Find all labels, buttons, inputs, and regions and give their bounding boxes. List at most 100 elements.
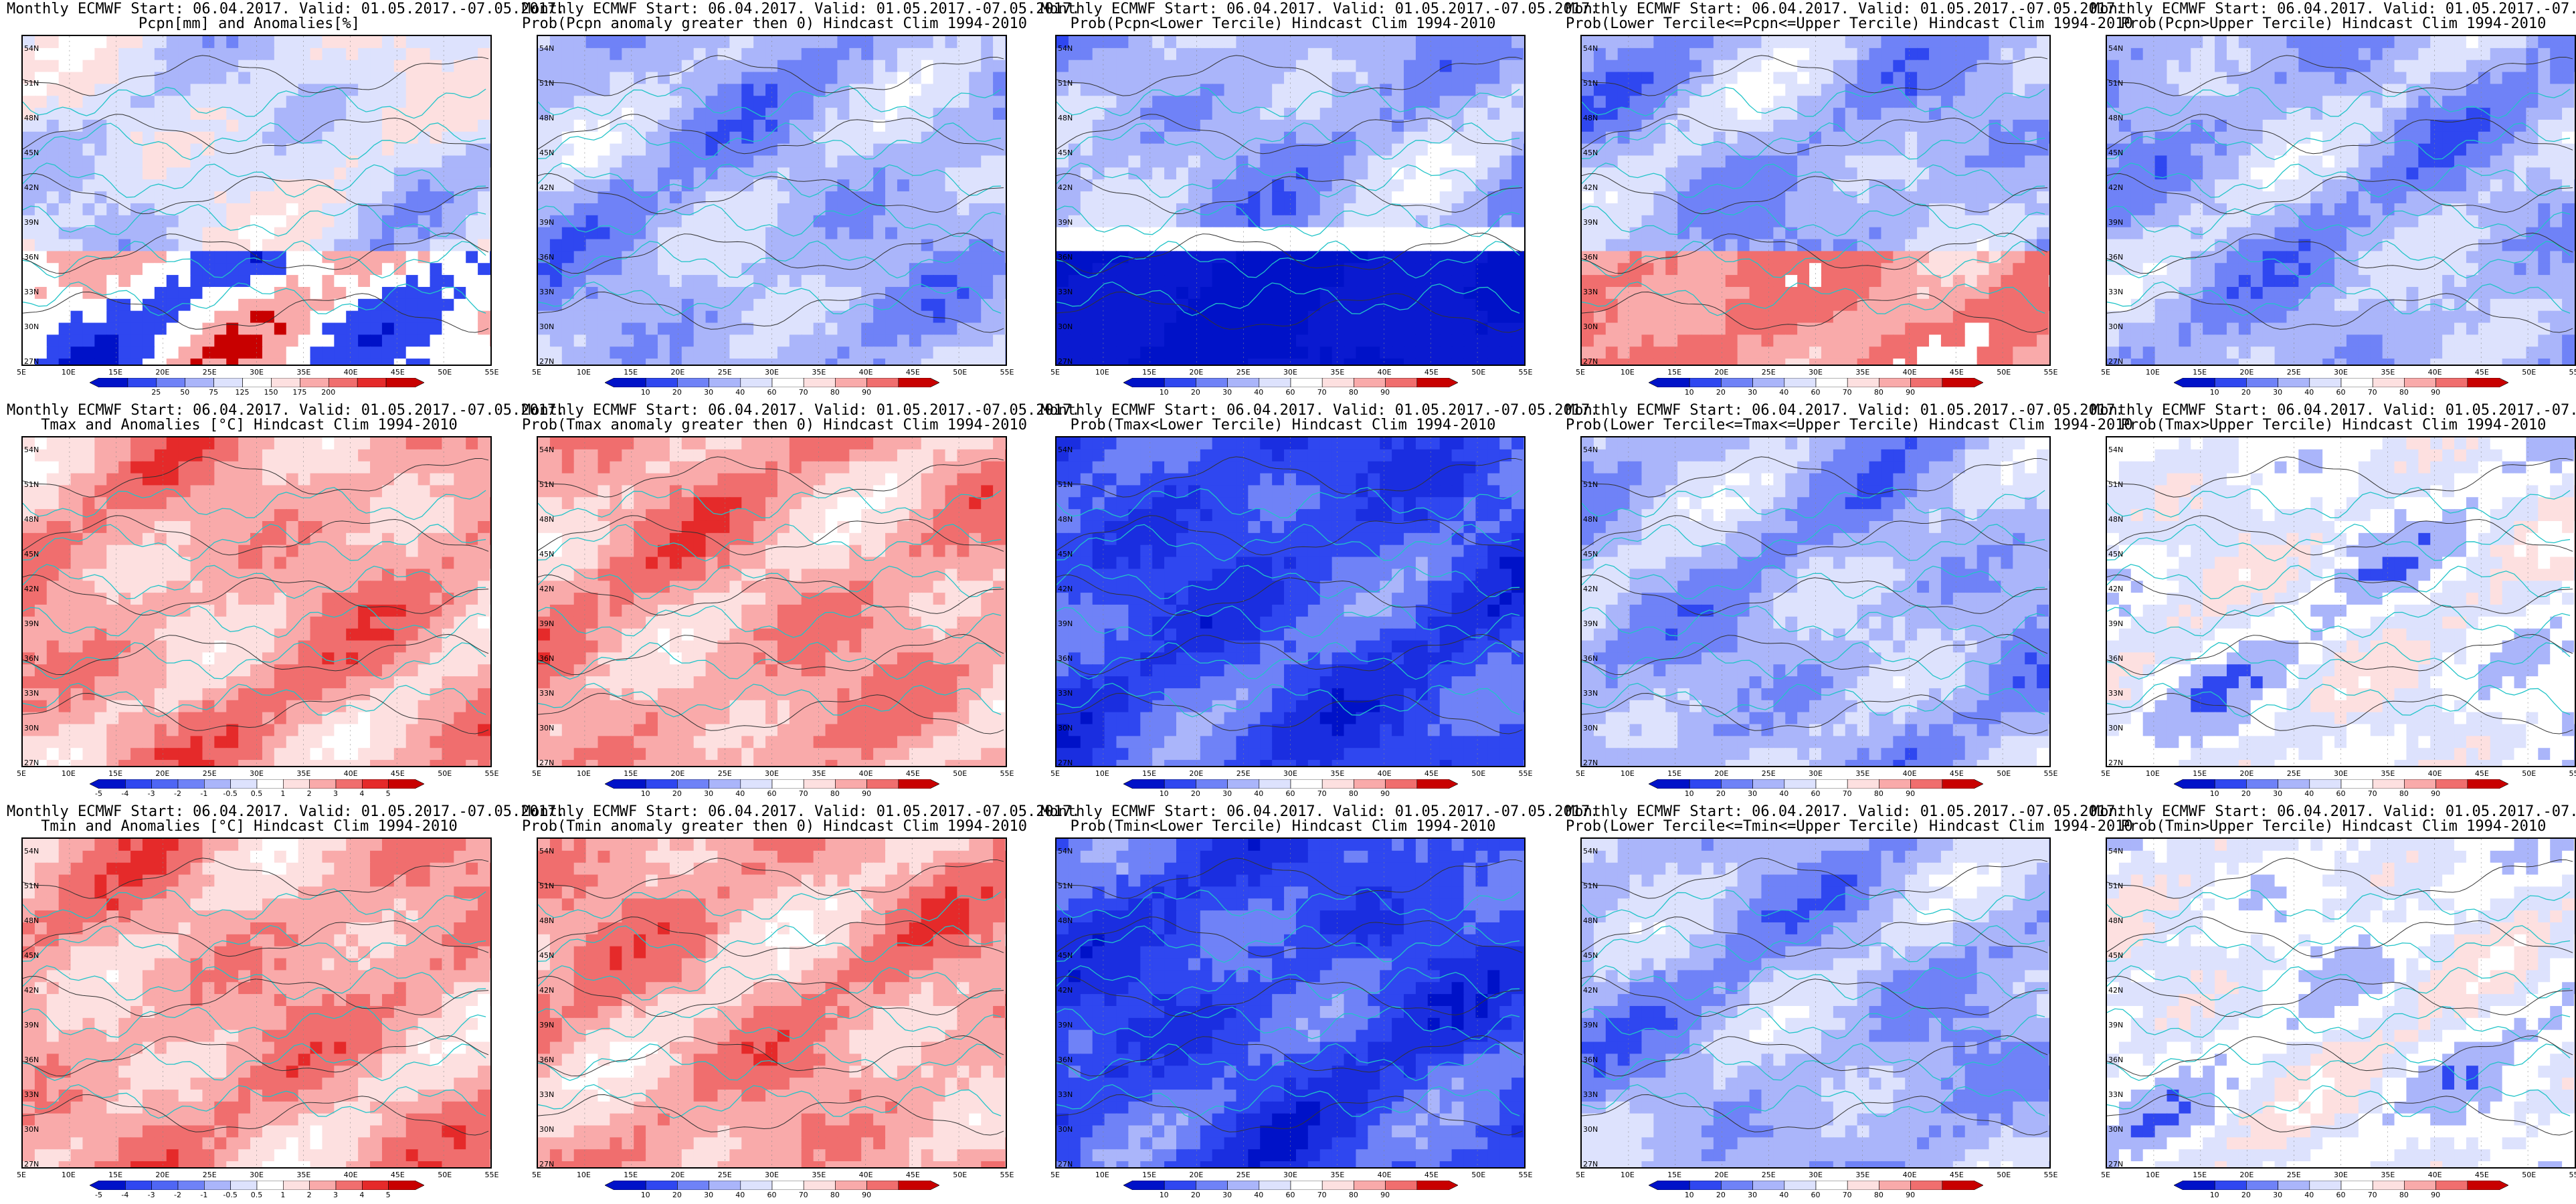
colorbar-tick-label: 80 — [1348, 789, 1358, 798]
colorbar-swatch — [834, 779, 867, 789]
latitude-label: 27N — [24, 759, 39, 767]
forecast-panel: Monthly ECMWF Start: 06.04.2017. Valid: … — [2091, 401, 2576, 803]
longitude-label: 40E — [343, 1171, 358, 1179]
colorbar-tick-label: 20 — [1716, 789, 1726, 798]
longitude-label: 5E — [1576, 769, 1585, 778]
colorbar-swatch — [645, 378, 678, 387]
colorbar-tick-label: 20 — [2241, 789, 2251, 798]
colorbar-tick-label: 10 — [1684, 1191, 1694, 1199]
colorbar: -5 -4 -3 -2 -1 -0.5 0.5 1 2 3 4 5 — [89, 779, 424, 798]
latitude-label: 42N — [1583, 585, 1598, 593]
colorbar-swatch — [645, 779, 678, 789]
longitude-label: 30E — [250, 368, 264, 377]
colorbar-tick-label: 60 — [767, 1191, 777, 1199]
colorbar-tick-label: 30 — [2273, 388, 2283, 397]
colorbar-tick-label: 30 — [1222, 1191, 1232, 1199]
colorbar-tick-label: 30 — [704, 789, 714, 798]
longitude-label: 20E — [2239, 1171, 2254, 1179]
latitude-label: 33N — [1058, 689, 1073, 698]
latitude-label: 51N — [2108, 882, 2124, 890]
longitude-label: 35E — [1330, 1171, 1345, 1179]
latitude-label: 45N — [539, 148, 555, 157]
longitude-label: 5E — [2101, 769, 2110, 778]
longitude-label: 55E — [1518, 368, 1533, 377]
colorbar-tick-label: 20 — [672, 388, 682, 397]
longitude-label: 50E — [2522, 769, 2537, 778]
latitude-label: 30N — [1058, 322, 1073, 331]
longitude-label: 15E — [1142, 368, 1157, 377]
colorbar-tick-label: 80 — [830, 388, 840, 397]
colorbar-swatch — [1416, 779, 1458, 789]
forecast-panel: Monthly ECMWF Start: 06.04.2017. Valid: … — [7, 803, 565, 1204]
latitude-label: 27N — [539, 357, 555, 366]
colorbar-swatch — [834, 378, 867, 387]
colorbar-tick-label: 2 — [306, 789, 312, 798]
colorbar-swatch — [740, 1181, 772, 1190]
colorbar-tick-label: 50 — [180, 388, 190, 397]
longitude-label: 10E — [61, 769, 76, 778]
colorbar-swatch — [229, 1181, 257, 1190]
latitude-label: 33N — [1058, 1090, 1073, 1099]
colorbar-swatch — [771, 1181, 804, 1190]
latitude-label: 51N — [539, 882, 555, 890]
colorbar-tick-label: 10 — [2209, 1191, 2219, 1199]
colorbar-swatch — [2245, 779, 2278, 789]
latitude-label: 36N — [539, 253, 555, 262]
colorbar-swatch — [1648, 378, 1690, 387]
panel-title-line1: Monthly ECMWF Start: 06.04.2017. Valid: … — [1566, 1, 2124, 17]
latitude-label: 42N — [1058, 183, 1073, 192]
latitude-label: 27N — [1058, 759, 1073, 767]
longitude-label: 40E — [343, 368, 358, 377]
latitude-label: 51N — [1058, 480, 1073, 489]
colorbar-tick-label: 20 — [1190, 1191, 1200, 1199]
latitude-label: 48N — [24, 114, 39, 122]
longitude-label: 5E — [2101, 1171, 2110, 1179]
longitude-label: 15E — [1142, 1171, 1157, 1179]
colorbar-tick-label: -0.5 — [223, 789, 238, 798]
latitude-label: 33N — [539, 1090, 555, 1099]
latitude-label: 51N — [24, 882, 39, 890]
latitude-label: 45N — [1058, 550, 1073, 559]
forecast-panel: Monthly ECMWF Start: 06.04.2017. Valid: … — [1566, 401, 2133, 803]
latitude-label: 39N — [2108, 218, 2124, 227]
longitude-label: 45E — [905, 769, 920, 778]
latitude-label: 51N — [1583, 79, 1598, 88]
map-field — [23, 437, 490, 766]
latitude-label: 30N — [1583, 322, 1598, 331]
colorbar-tick-label: 70 — [1842, 388, 1852, 397]
colorbar-tick-label: 60 — [767, 789, 777, 798]
colorbar-tick-label: 90 — [1906, 1191, 1916, 1199]
longitude-label: 55E — [1000, 368, 1014, 377]
forecast-map — [2106, 436, 2576, 767]
longitude-label: 45E — [2474, 368, 2489, 377]
colorbar-swatch — [2403, 779, 2436, 789]
longitude-label: 35E — [1855, 769, 1870, 778]
colorbar-tick-label: -3 — [147, 789, 155, 798]
colorbar-tick-label: 40 — [1254, 1191, 1264, 1199]
longitude-label: 20E — [1189, 368, 1204, 377]
colorbar-tick-label: 20 — [672, 789, 682, 798]
colorbar-swatch — [2245, 1181, 2278, 1190]
colorbar-swatch — [1353, 1181, 1386, 1190]
colorbar-swatch — [1784, 378, 1816, 387]
panel-title-line2: Prob(Tmin>Upper Tercile) Hindcast Clim 1… — [2120, 818, 2547, 835]
latitude-label: 27N — [24, 1160, 39, 1169]
panel-title-line2: Prob(Lower Tercile<=Tmax<=Upper Tercile)… — [1566, 417, 2133, 433]
colorbar-tick-label: 30 — [1748, 1191, 1758, 1199]
colorbar-tick-label: 70 — [798, 388, 808, 397]
latitude-label: 45N — [24, 951, 39, 960]
latitude-label: 42N — [1583, 183, 1598, 192]
colorbar-swatch — [604, 378, 646, 387]
longitude-label: 30E — [1283, 769, 1297, 778]
longitude-label: 20E — [155, 1171, 170, 1179]
colorbar-swatch — [803, 1181, 836, 1190]
colorbar-tick-label: 10 — [2209, 789, 2219, 798]
colorbar-swatch — [2340, 1181, 2373, 1190]
colorbar-tick-label: 10 — [1684, 789, 1694, 798]
latitude-label: 36N — [1058, 1056, 1073, 1064]
latitude-label: 42N — [2108, 986, 2124, 995]
colorbar-swatch — [1815, 1181, 1848, 1190]
longitude-label: 5E — [17, 769, 26, 778]
colorbar: -5 -4 -3 -2 -1 -0.5 0.5 1 2 3 4 5 — [89, 1181, 424, 1199]
colorbar: 10 20 30 40 60 70 80 90 — [1123, 779, 1458, 798]
